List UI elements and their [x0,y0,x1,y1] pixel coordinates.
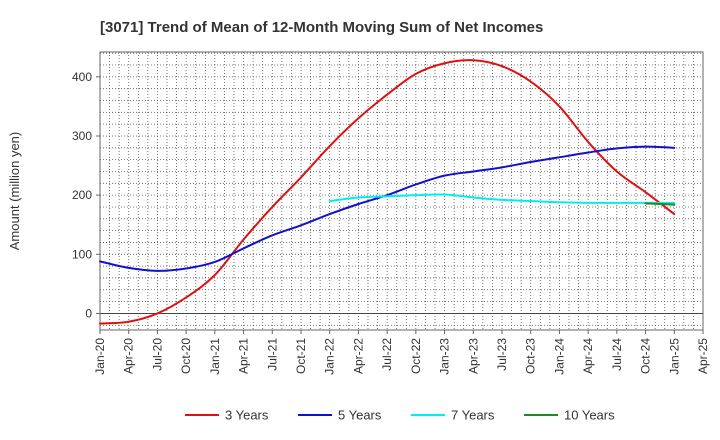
legend-label-10-years: 10 Years [564,408,615,423]
series-line-10-years [644,202,676,206]
chart-title: [3071] Trend of Mean of 12-Month Moving … [100,19,543,36]
x-tick-label: Oct-22 [409,338,423,374]
x-tick-label: Jan-23 [438,338,452,375]
series-lines [99,59,676,325]
x-tick-label: Oct-23 [524,338,538,374]
x-tick-label: Apr-23 [466,338,480,374]
x-tick-label: Jul-22 [380,338,394,371]
x-tick-label: Apr-21 [237,338,251,374]
x-tick-label: Apr-22 [351,338,365,374]
y-tick-label: 400 [72,70,92,84]
x-tick-label: Jan-21 [208,338,222,375]
x-tick-label: Apr-20 [122,338,136,374]
y-tick-label: 200 [72,188,92,202]
plot-area [100,52,703,330]
x-tick-label: Jan-22 [323,338,337,375]
x-tick-label: Apr-24 [581,338,595,374]
x-tick-label: Jan-20 [93,338,107,375]
x-tick-label: Jan-24 [552,338,566,375]
x-tick-label: Oct-21 [294,338,308,374]
series-line-7-years [328,193,676,204]
series-line-5-years [99,145,676,272]
x-tick-label: Oct-20 [179,338,193,374]
x-tick-label: Apr-25 [696,338,710,374]
plot-border [99,51,704,331]
x-tick-label: Jul-23 [495,338,509,371]
legend-label-7-years: 7 Years [451,408,495,423]
series-line-3-years [99,59,676,325]
grid-lines [100,52,703,330]
legend-label-5-years: 5 Years [338,408,382,423]
y-tick-label: 100 [72,247,92,261]
x-tick-label: Oct-24 [639,338,653,374]
x-tick-label: Jul-20 [150,338,164,371]
x-tick-label: Jul-21 [265,338,279,371]
axes: 0 100 200 300 400 Jan-20 Apr-20 Jul-20 Oct-20 Jan… [72,51,710,375]
x-tick-label: Jan-25 [667,338,681,375]
legend: 3 Years 5 Years 7 Years 10 Years [185,408,615,423]
y-tick-label: 300 [72,129,92,143]
x-tick-label: Jul-24 [610,338,624,371]
legend-label-3-years: 3 Years [225,408,269,423]
y-axis-label: Amount (million yen) [7,132,22,251]
y-tick-label: 0 [85,306,92,320]
